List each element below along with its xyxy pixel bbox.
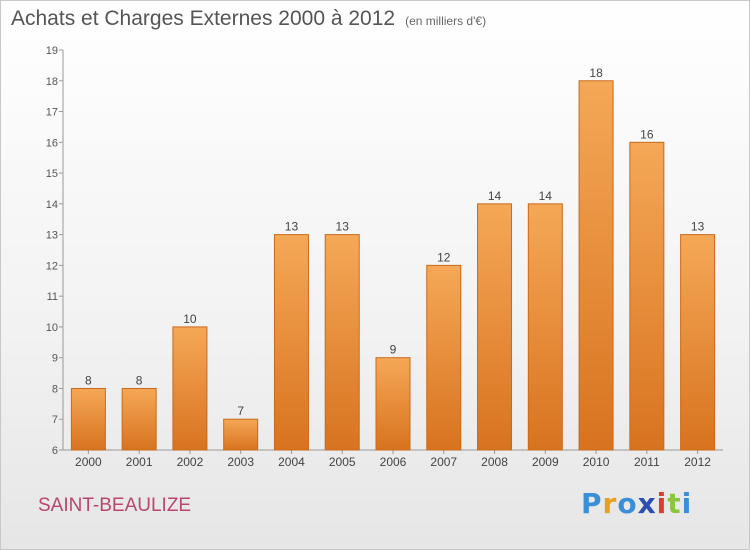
x-tick-label: 2005 — [329, 455, 356, 469]
x-tick-label: 2011 — [634, 455, 660, 469]
y-tick-label: 15 — [46, 168, 58, 180]
chart-data-labels: 8 8 10 7 13 13 9 12 14 14 18 16 13 — [85, 66, 705, 418]
y-tick-label: 16 — [46, 137, 58, 149]
y-tick-label: 6 — [52, 445, 58, 457]
bar-value-label: 18 — [589, 66, 603, 80]
x-tick-label: 2007 — [430, 455, 457, 469]
logo-letter: o — [617, 487, 638, 520]
bar-value-label: 13 — [336, 220, 350, 234]
logo-letter: i — [681, 487, 693, 520]
x-tick-label: 2004 — [278, 455, 305, 469]
chart-bars — [70, 80, 716, 451]
bar-value-label: 13 — [285, 220, 299, 234]
bar-value-label: 9 — [390, 343, 397, 357]
x-tick-label: 2009 — [532, 455, 559, 469]
bar — [273, 234, 309, 451]
chart-subtitle: (en milliers d'€) — [405, 14, 487, 28]
x-tick-label: 2003 — [227, 455, 254, 469]
bar-value-label: 8 — [136, 373, 143, 387]
bar — [680, 234, 716, 451]
bar — [121, 387, 157, 451]
logo-letter: t — [667, 487, 682, 520]
bar-value-label: 7 — [237, 404, 244, 418]
bar-value-label: 10 — [183, 312, 197, 326]
bar-value-label: 14 — [539, 189, 553, 203]
bar-value-label: 8 — [85, 373, 92, 387]
title-row: Achats et Charges Externes 2000 à 2012 (e… — [11, 7, 486, 31]
x-tick-label: 2012 — [684, 455, 711, 469]
x-tick-label: 2002 — [177, 455, 204, 469]
bar — [578, 80, 614, 451]
y-tick-label: 17 — [46, 107, 58, 119]
x-tick-label: 2010 — [583, 455, 610, 469]
bar — [629, 141, 665, 451]
bar — [426, 264, 462, 451]
logo-letter: i — [656, 487, 668, 520]
bar — [223, 418, 259, 451]
chart-title: Achats et Charges Externes 2000 à 2012 — [11, 7, 396, 30]
bar — [477, 203, 513, 451]
bar — [527, 203, 563, 451]
bar-value-label: 12 — [437, 250, 451, 264]
logo-letter: r — [602, 487, 618, 520]
proxiti-logo: Proxiti — [581, 487, 692, 520]
bar — [324, 234, 360, 451]
y-tick-label: 8 — [52, 383, 58, 395]
y-tick-label: 14 — [46, 199, 58, 211]
bar — [172, 326, 208, 451]
x-tick-label: 2006 — [380, 455, 407, 469]
y-tick-label: 18 — [46, 76, 58, 88]
y-tick-label: 7 — [52, 414, 58, 426]
y-tick-label: 10 — [46, 322, 58, 334]
logo-letter: x — [637, 487, 657, 520]
y-tick-label: 19 — [46, 45, 58, 57]
logo-letter: P — [581, 487, 603, 520]
bar-value-label: 13 — [691, 220, 705, 234]
y-tick-label: 11 — [47, 291, 58, 303]
x-tick-label: 2008 — [481, 455, 508, 469]
x-tick-label: 2001 — [126, 455, 153, 469]
place-name: SAINT-BEAULIZE — [38, 495, 192, 516]
bar — [70, 387, 106, 451]
x-tick-label: 2000 — [75, 455, 102, 469]
bar-value-label: 14 — [488, 189, 502, 203]
y-tick-label: 13 — [46, 230, 58, 242]
y-tick-label: 9 — [52, 353, 58, 365]
bar-value-label: 16 — [640, 127, 654, 141]
y-tick-label: 12 — [46, 260, 58, 272]
bar — [375, 357, 411, 451]
